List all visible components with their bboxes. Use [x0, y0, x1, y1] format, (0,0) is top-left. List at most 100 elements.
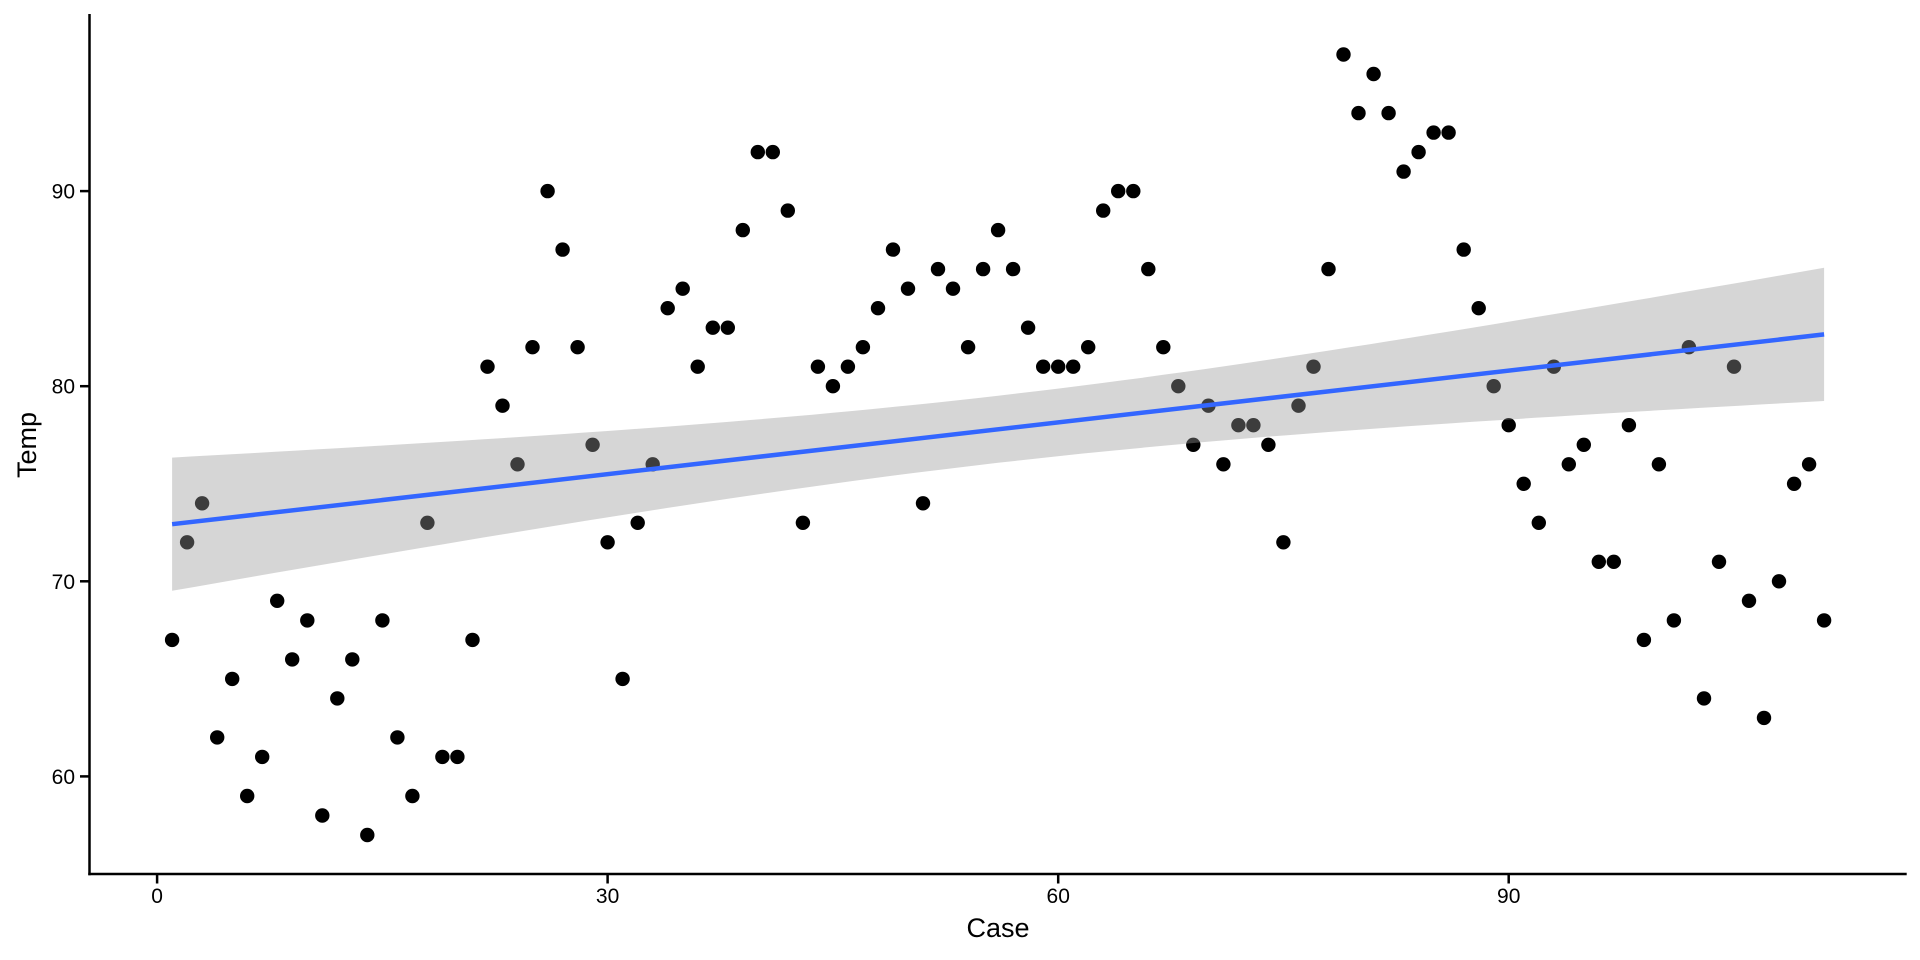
data-point: [1261, 437, 1276, 452]
data-point: [990, 222, 1006, 238]
data-point: [600, 535, 615, 550]
data-point: [945, 281, 961, 296]
data-point: [164, 632, 180, 648]
data-point: [765, 144, 780, 160]
y-tick-label: 70: [52, 571, 75, 594]
data-point: [1186, 437, 1201, 452]
data-point: [510, 457, 525, 472]
data-point: [480, 359, 495, 374]
data-point: [1696, 691, 1712, 706]
x-tick-label: 90: [1497, 885, 1520, 908]
data-point: [630, 515, 645, 530]
data-point: [1005, 261, 1021, 277]
x-tick-label: 60: [1047, 885, 1070, 908]
data-point: [915, 496, 931, 511]
data-point: [255, 749, 270, 765]
data-point: [270, 593, 285, 608]
data-point: [450, 749, 465, 765]
data-point: [1216, 457, 1231, 472]
data-point: [1171, 379, 1186, 394]
data-point: [1081, 340, 1096, 355]
data-point: [900, 281, 916, 296]
data-point: [315, 808, 330, 823]
data-point: [1366, 66, 1381, 82]
data-point: [1276, 535, 1291, 550]
data-point: [1786, 476, 1802, 491]
data-point: [300, 613, 315, 628]
data-point: [675, 281, 690, 296]
data-point: [1651, 457, 1667, 472]
x-tick-label: 0: [151, 885, 163, 908]
data-point: [1711, 554, 1727, 569]
data-point: [810, 359, 826, 374]
data-point: [1591, 554, 1607, 569]
data-point: [285, 652, 300, 667]
data-point: [1456, 242, 1471, 257]
data-point: [1381, 105, 1396, 121]
data-point: [555, 242, 570, 257]
data-point: [1576, 437, 1592, 452]
data-point: [1306, 359, 1321, 374]
data-point: [420, 515, 435, 530]
x-tick-label: 30: [596, 885, 619, 908]
data-point: [570, 340, 585, 355]
data-point: [194, 496, 210, 511]
data-point: [179, 535, 195, 550]
data-point: [1126, 183, 1141, 199]
data-point: [1441, 125, 1456, 140]
data-point: [825, 379, 841, 394]
data-point: [1066, 359, 1081, 374]
data-point: [705, 320, 720, 335]
data-point: [1291, 398, 1306, 413]
data-point: [210, 730, 225, 745]
data-point: [540, 183, 555, 199]
data-point: [1020, 320, 1036, 335]
data-point: [1816, 613, 1832, 628]
y-axis-title: Temp: [12, 412, 42, 478]
y-tick-label: 80: [52, 376, 75, 399]
data-point: [1471, 301, 1486, 316]
data-point: [585, 437, 600, 452]
x-axis: 0 30 60 90: [88, 872, 1907, 908]
data-point: [1771, 574, 1787, 589]
data-point: [1426, 125, 1441, 140]
data-point: [1036, 359, 1051, 374]
data-point: [1486, 379, 1501, 394]
data-point: [1516, 476, 1531, 491]
data-point: [1111, 183, 1126, 199]
data-point: [975, 261, 991, 277]
data-point: [870, 301, 886, 316]
data-point: [1156, 340, 1171, 355]
data-point: [1531, 515, 1547, 530]
data-point: [435, 749, 450, 765]
data-point: [1606, 554, 1622, 569]
data-point: [390, 730, 405, 745]
data-point: [1096, 203, 1111, 218]
data-point: [1051, 359, 1066, 374]
y-tick-label: 90: [52, 181, 75, 204]
data-point: [360, 827, 375, 843]
data-point: [615, 671, 630, 687]
data-point: [1231, 418, 1246, 433]
regression-line: [171, 332, 1825, 527]
data-point: [1801, 457, 1817, 472]
data-point: [465, 632, 480, 648]
data-point: [885, 242, 901, 257]
data-point: [1621, 418, 1637, 433]
regression-line-layer: [171, 332, 1825, 527]
data-point: [1411, 144, 1426, 160]
y-axis: 60 70 80 90: [52, 14, 91, 876]
data-point: [1321, 261, 1336, 277]
data-point: [930, 261, 946, 277]
data-point: [495, 398, 510, 413]
data-point: [690, 359, 705, 374]
data-point: [750, 144, 765, 160]
data-point: [240, 788, 255, 804]
data-point: [840, 359, 856, 374]
data-point: [1666, 613, 1682, 628]
data-point: [405, 788, 420, 804]
data-point: [795, 515, 811, 530]
data-point: [225, 671, 240, 687]
